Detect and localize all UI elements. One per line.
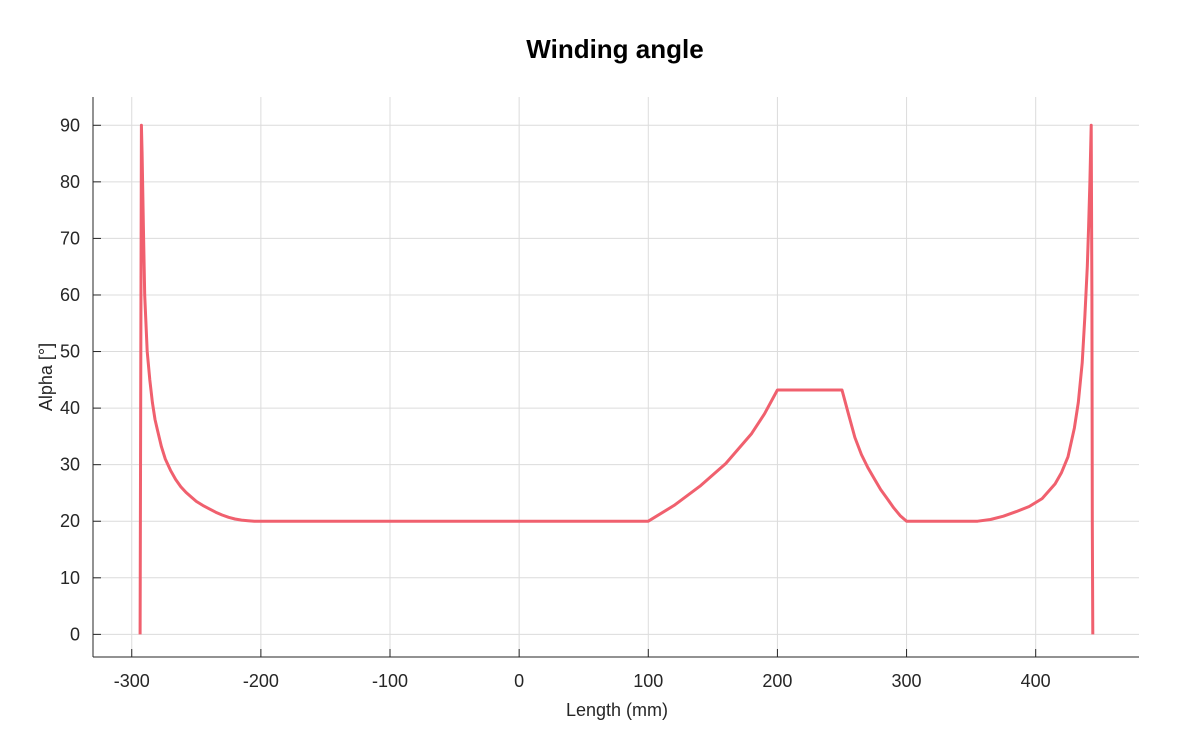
grid [93, 97, 1139, 657]
y-tick-label: 10 [60, 568, 80, 588]
x-tick-label: -200 [243, 671, 279, 691]
x-tick-label: -100 [372, 671, 408, 691]
axes [92, 97, 1139, 658]
x-tick-label: 100 [633, 671, 663, 691]
x-tick-label: 400 [1021, 671, 1051, 691]
y-tick-label: 70 [60, 228, 80, 248]
y-tick-label: 90 [60, 115, 80, 135]
y-tick-label: 30 [60, 455, 80, 475]
series-line [138, 123, 1095, 635]
series-group [138, 123, 1095, 635]
x-tick-label: 0 [514, 671, 524, 691]
y-tick-label: 0 [70, 624, 80, 644]
y-axis-ticks: 0 10 20 30 40 50 60 70 80 90 [60, 115, 101, 644]
x-tick-label: -300 [114, 671, 150, 691]
y-axis-label: Alpha [°] [36, 343, 56, 411]
y-tick-label: 60 [60, 285, 80, 305]
x-axis-label: Length (mm) [566, 700, 668, 720]
chart-title: Winding angle [526, 34, 703, 64]
x-tick-label: 300 [892, 671, 922, 691]
y-tick-label: 50 [60, 342, 80, 362]
y-tick-label: 40 [60, 398, 80, 418]
x-axis-ticks: -300 -200 -100 0 100 200 300 400 [114, 649, 1051, 691]
y-tick-label: 80 [60, 172, 80, 192]
x-tick-label: 200 [762, 671, 792, 691]
y-tick-label: 20 [60, 511, 80, 531]
